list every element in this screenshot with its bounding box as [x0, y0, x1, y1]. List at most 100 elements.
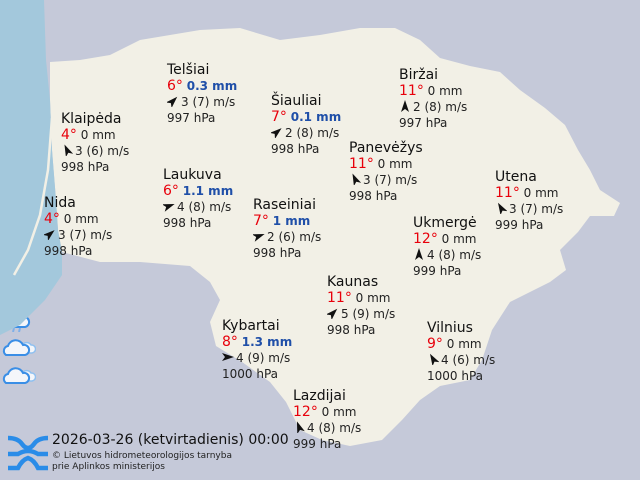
wind-speed: 5 (9) m/s	[341, 307, 396, 321]
pressure: 998 hPa	[163, 216, 212, 230]
precipitation: 0.1 mm	[290, 110, 342, 124]
wind-speed: 4 (6) m/s	[441, 353, 496, 367]
lhmt-logo	[8, 435, 48, 471]
pressure: 998 hPa	[327, 323, 376, 337]
station-0: Telšiai 6° 0.3 mm 3 (7) m/s 997 hPa	[167, 62, 237, 126]
station-name: Šiauliai	[271, 93, 322, 109]
station-name: Laukuva	[163, 167, 222, 183]
credit-line-2: prie Aplinkos ministerijos	[52, 462, 165, 472]
temperature: 9°	[427, 336, 443, 352]
wind-direction-icon	[253, 233, 265, 242]
precipitation: 0 mm	[441, 232, 477, 246]
wind-speed: 3 (6) m/s	[75, 144, 130, 158]
wind-direction-icon	[352, 173, 361, 185]
temperature: 4°	[44, 211, 60, 227]
station-name: Kybartai	[222, 318, 280, 334]
wind-speed: 3 (7) m/s	[509, 202, 564, 216]
wind-speed: 4 (8) m/s	[177, 200, 232, 214]
precipitation: 0.3 mm	[186, 79, 238, 93]
copyright-credit: © Lietuvos hidrometeorologijos tarnyba p…	[52, 451, 232, 473]
wind-direction-icon	[163, 203, 175, 212]
wind-direction-icon	[296, 421, 305, 433]
wind-speed: 3 (7) m/s	[363, 173, 418, 187]
wind-direction-icon	[271, 128, 282, 138]
station-9: Ukmergė 12° 0 mm 4 (8) m/s 999 hPa	[413, 215, 481, 279]
wind-direction-icon	[222, 353, 234, 361]
pressure: 999 hPa	[413, 264, 462, 278]
station-4: Panevėžys 11° 0 mm 3 (7) m/s 998 hPa	[349, 140, 423, 204]
precipitation: 0 mm	[63, 212, 99, 226]
precipitation: 1.1 mm	[182, 184, 234, 198]
station-name: Kaunas	[327, 274, 379, 290]
temperature: 7°	[253, 213, 269, 229]
wind-speed: 2 (8) m/s	[285, 126, 340, 140]
station-name: Nida	[44, 195, 76, 211]
station-5: Utena 11° 0 mm 3 (7) m/s 999 hPa	[495, 169, 563, 233]
temperature: 6°	[163, 183, 179, 199]
pressure: 999 hPa	[495, 218, 544, 232]
station-11: Kybartai 8° 1.3 mm 4 (9) m/s 1000 hPa	[222, 318, 292, 382]
wind-speed: 3 (7) m/s	[181, 95, 236, 109]
precipitation: 0 mm	[355, 291, 391, 305]
station-name: Biržai	[399, 67, 439, 83]
temperature: 11°	[349, 156, 374, 172]
precipitation: 0 mm	[446, 337, 482, 351]
pressure: 998 hPa	[44, 244, 93, 258]
forecast-datetime: 2026-03-26 (ketvirtadienis) 00:00	[52, 432, 289, 448]
station-name: Ukmergė	[413, 215, 477, 231]
wind-direction-icon	[44, 230, 55, 240]
wind-speed: 3 (7) m/s	[58, 228, 113, 242]
land-lithuania	[50, 28, 620, 446]
cloudy-icon	[0, 364, 640, 392]
station-7: Raseiniai 7° 1 mm 2 (6) m/s 998 hPa	[253, 197, 321, 261]
precipitation: 0 mm	[377, 157, 413, 171]
temperature: 11°	[399, 83, 424, 99]
station-name: Klaipėda	[61, 111, 122, 127]
precipitation: 0 mm	[427, 84, 463, 98]
temperature: 8°	[222, 334, 238, 350]
cloudy-icon	[0, 336, 640, 364]
pressure: 998 hPa	[349, 189, 398, 203]
station-1: Klaipėda 4° 0 mm 3 (6) m/s 998 hPa	[61, 111, 129, 175]
pressure: 998 hPa	[253, 246, 302, 260]
station-name: Utena	[495, 169, 537, 185]
temperature: 12°	[293, 404, 318, 420]
station-12: Vilnius 9° 0 mm 4 (6) m/s 1000 hPa	[427, 320, 495, 384]
pressure: 1000 hPa	[222, 367, 279, 381]
station-name: Vilnius	[427, 320, 473, 336]
wind-speed: 4 (8) m/s	[307, 421, 362, 435]
temperature: 12°	[413, 231, 438, 247]
baltic-sea	[0, 0, 62, 335]
wind-speed: 2 (8) m/s	[413, 100, 468, 114]
pressure: 1000 hPa	[427, 369, 484, 383]
wind-speed: 2 (6) m/s	[267, 230, 322, 244]
wind-speed: 4 (8) m/s	[427, 248, 482, 262]
precipitation: 0 mm	[523, 186, 559, 200]
wind-direction-icon	[401, 100, 409, 112]
pressure: 997 hPa	[399, 116, 448, 130]
wind-direction-icon	[415, 248, 423, 260]
station-name: Telšiai	[167, 62, 210, 78]
station-name: Raseiniai	[253, 197, 317, 213]
temperature: 4°	[61, 127, 77, 143]
station-6: Laukuva 6° 1.1 mm 4 (8) m/s 998 hPa	[163, 167, 233, 231]
station-13: Lazdijai 12° 0 mm 4 (8) m/s 999 hPa	[293, 388, 361, 452]
wind-direction-icon	[167, 96, 178, 107]
station-10: Kaunas 11° 0 mm 5 (9) m/s 998 hPa	[327, 274, 395, 338]
temperature: 6°	[167, 78, 183, 94]
credit-line-1: © Lietuvos hidrometeorologijos tarnyba	[52, 451, 232, 461]
precipitation: 1.3 mm	[241, 335, 293, 349]
wind-direction-icon	[327, 308, 338, 319]
precipitation: 1 mm	[272, 214, 311, 228]
wind-direction-icon	[498, 202, 507, 214]
station-2: Šiauliai 7° 0.1 mm 2 (8) m/s 998 hPa	[271, 93, 341, 157]
temperature: 11°	[495, 185, 520, 201]
pressure: 998 hPa	[271, 142, 320, 156]
temperature: 7°	[271, 109, 287, 125]
pressure: 997 hPa	[167, 111, 216, 125]
station-name: Lazdijai	[293, 388, 346, 404]
precipitation: 0 mm	[80, 128, 116, 142]
pressure: 998 hPa	[61, 160, 110, 174]
wind-direction-icon	[64, 144, 73, 156]
